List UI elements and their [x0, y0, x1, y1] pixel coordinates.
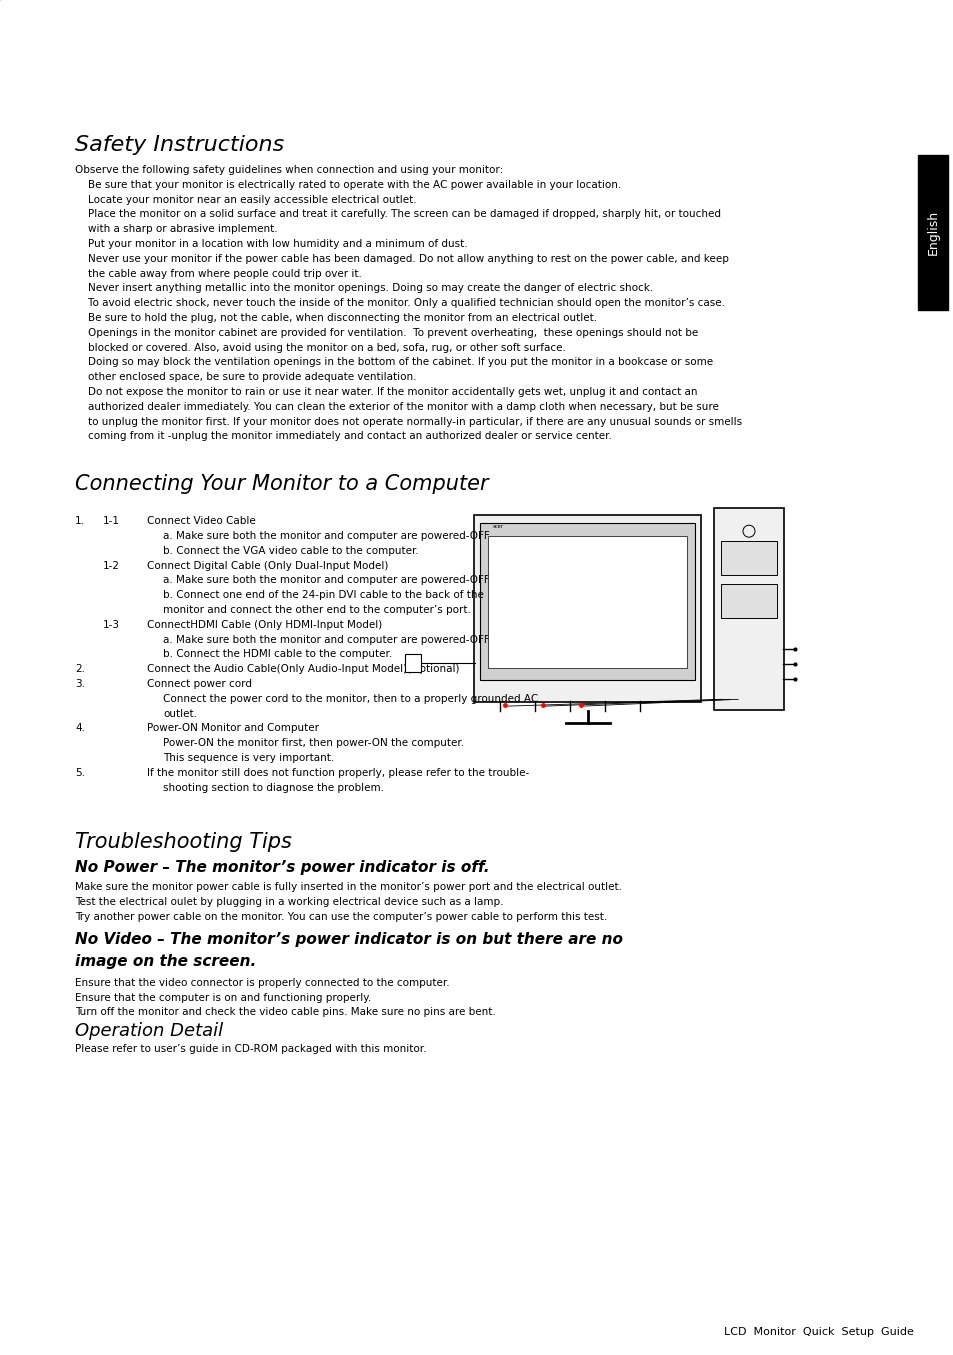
- Text: blocked or covered. Also, avoid using the monitor on a bed, sofa, rug, or other : blocked or covered. Also, avoid using th…: [75, 343, 565, 352]
- Text: Ensure that the computer is on and functioning properly.: Ensure that the computer is on and funct…: [75, 993, 371, 1003]
- Text: Connecting Your Monitor to a Computer: Connecting Your Monitor to a Computer: [75, 474, 488, 495]
- FancyBboxPatch shape: [720, 541, 776, 576]
- Text: Make sure the monitor power cable is fully inserted in the monitor’s power port : Make sure the monitor power cable is ful…: [75, 882, 621, 893]
- Text: Put your monitor in a location with low humidity and a minimum of dust.: Put your monitor in a location with low …: [75, 238, 467, 249]
- Text: Safety Instructions: Safety Instructions: [75, 136, 284, 154]
- Text: 4.: 4.: [75, 724, 85, 733]
- Text: acer: acer: [18, 22, 89, 50]
- Text: image on the screen.: image on the screen.: [75, 954, 256, 969]
- Text: the cable away from where people could trip over it.: the cable away from where people could t…: [75, 268, 361, 279]
- Text: Openings in the monitor cabinet are provided for ventilation.  To prevent overhe: Openings in the monitor cabinet are prov…: [75, 328, 698, 337]
- Text: 1-2: 1-2: [103, 561, 120, 570]
- Text: Be sure that your monitor is electrically rated to operate with the AC power ava: Be sure that your monitor is electricall…: [75, 180, 620, 190]
- Text: 2.: 2.: [75, 664, 85, 675]
- Text: 1.: 1.: [75, 516, 85, 526]
- Text: a. Make sure both the monitor and computer are powered-OFF.: a. Make sure both the monitor and comput…: [163, 634, 491, 645]
- Text: 1-1: 1-1: [103, 516, 120, 526]
- Text: Test the electrical oulet by plugging in a working electrical device such as a l: Test the electrical oulet by plugging in…: [75, 897, 503, 908]
- Text: Never insert anything metallic into the monitor openings. Doing so may create th: Never insert anything metallic into the …: [75, 283, 653, 294]
- FancyBboxPatch shape: [488, 537, 686, 668]
- Text: English: English: [925, 210, 939, 255]
- Text: Power-ON Monitor and Computer: Power-ON Monitor and Computer: [147, 724, 318, 733]
- Text: with a sharp or abrasive implement.: with a sharp or abrasive implement.: [75, 224, 277, 234]
- FancyBboxPatch shape: [474, 515, 700, 702]
- Text: Locate your monitor near an easily accessible electrical outlet.: Locate your monitor near an easily acces…: [75, 195, 416, 205]
- Text: No Video – The monitor’s power indicator is on but there are no: No Video – The monitor’s power indicator…: [75, 932, 622, 947]
- Text: Connect the Audio Cable(Only Audio-Input Model)(Optional): Connect the Audio Cable(Only Audio-Input…: [147, 664, 459, 675]
- Text: a. Make sure both the monitor and computer are powered-OFF.: a. Make sure both the monitor and comput…: [163, 531, 491, 541]
- Text: Place the monitor on a solid surface and treat it carefully. The screen can be d: Place the monitor on a solid surface and…: [75, 210, 720, 220]
- Text: Never use your monitor if the power cable has been damaged. Do not allow anythin: Never use your monitor if the power cabl…: [75, 253, 728, 264]
- FancyBboxPatch shape: [917, 154, 947, 310]
- Text: Troubleshooting Tips: Troubleshooting Tips: [75, 832, 292, 852]
- Text: 5.: 5.: [75, 768, 85, 778]
- Text: Try another power cable on the monitor. You can use the computer’s power cable t: Try another power cable on the monitor. …: [75, 912, 607, 921]
- Text: 1-3: 1-3: [103, 619, 120, 630]
- FancyBboxPatch shape: [405, 654, 420, 672]
- Text: ConnectHDMI Cable (Only HDMI-Input Model): ConnectHDMI Cable (Only HDMI-Input Model…: [147, 619, 382, 630]
- Text: Please refer to user’s guide in CD-ROM packaged with this monitor.: Please refer to user’s guide in CD-ROM p…: [75, 1045, 426, 1054]
- Text: Ensure that the video connector is properly connected to the computer.: Ensure that the video connector is prope…: [75, 978, 449, 988]
- Text: To avoid electric shock, never touch the inside of the monitor. Only a qualified: To avoid electric shock, never touch the…: [75, 298, 724, 308]
- Text: shooting section to diagnose the problem.: shooting section to diagnose the problem…: [163, 783, 384, 793]
- Text: No Power – The monitor’s power indicator is off.: No Power – The monitor’s power indicator…: [75, 860, 489, 875]
- Text: Be sure to hold the plug, not the cable, when disconnecting the monitor from an : Be sure to hold the plug, not the cable,…: [75, 313, 597, 322]
- Text: 3.: 3.: [75, 679, 85, 688]
- Text: b. Connect one end of the 24-pin DVI cable to the back of the: b. Connect one end of the 24-pin DVI cab…: [163, 591, 483, 600]
- FancyBboxPatch shape: [720, 584, 776, 618]
- Text: outlet.: outlet.: [163, 709, 196, 718]
- Text: LCD  Monitor  Quick  Setup  Guide: LCD Monitor Quick Setup Guide: [723, 1327, 913, 1337]
- Text: other enclosed space, be sure to provide adequate ventilation.: other enclosed space, be sure to provide…: [75, 373, 416, 382]
- Text: Observe the following safety guidelines when connection and using your monitor:: Observe the following safety guidelines …: [75, 165, 503, 175]
- FancyBboxPatch shape: [479, 523, 695, 680]
- Text: b. Connect the VGA video cable to the computer.: b. Connect the VGA video cable to the co…: [163, 546, 418, 556]
- Text: Doing so may block the ventilation openings in the bottom of the cabinet. If you: Doing so may block the ventilation openi…: [75, 358, 713, 367]
- Text: authorized dealer immediately. You can clean the exterior of the monitor with a : authorized dealer immediately. You can c…: [75, 402, 719, 412]
- Text: Power-ON the monitor first, then power-ON the computer.: Power-ON the monitor first, then power-O…: [163, 738, 464, 748]
- Text: Connect power cord: Connect power cord: [147, 679, 252, 688]
- FancyBboxPatch shape: [713, 508, 783, 710]
- Text: coming from it -unplug the monitor immediately and contact an authorized dealer : coming from it -unplug the monitor immed…: [75, 431, 611, 442]
- Text: Connect Video Cable: Connect Video Cable: [147, 516, 255, 526]
- Text: monitor and connect the other end to the computer’s port.: monitor and connect the other end to the…: [163, 604, 471, 615]
- Text: acer: acer: [493, 524, 503, 530]
- Text: to unplug the monitor first. If your monitor does not operate normally-in partic: to unplug the monitor first. If your mon…: [75, 416, 741, 427]
- Text: Operation Detail: Operation Detail: [75, 1022, 223, 1041]
- Text: Do not expose the monitor to rain or use it near water. If the monitor accidenta: Do not expose the monitor to rain or use…: [75, 388, 697, 397]
- Text: This sequence is very important.: This sequence is very important.: [163, 753, 334, 763]
- Text: Connect the power cord to the monitor, then to a properly grounded AC: Connect the power cord to the monitor, t…: [163, 694, 537, 703]
- Text: b. Connect the HDMI cable to the computer.: b. Connect the HDMI cable to the compute…: [163, 649, 392, 660]
- Text: Turn off the monitor and check the video cable pins. Make sure no pins are bent.: Turn off the monitor and check the video…: [75, 1007, 496, 1018]
- Text: Connect Digital Cable (Only Dual-Input Model): Connect Digital Cable (Only Dual-Input M…: [147, 561, 388, 570]
- Text: If the monitor still does not function properly, please refer to the trouble-: If the monitor still does not function p…: [147, 768, 529, 778]
- Text: a. Make sure both the monitor and computer are powered-OFF.: a. Make sure both the monitor and comput…: [163, 576, 491, 585]
